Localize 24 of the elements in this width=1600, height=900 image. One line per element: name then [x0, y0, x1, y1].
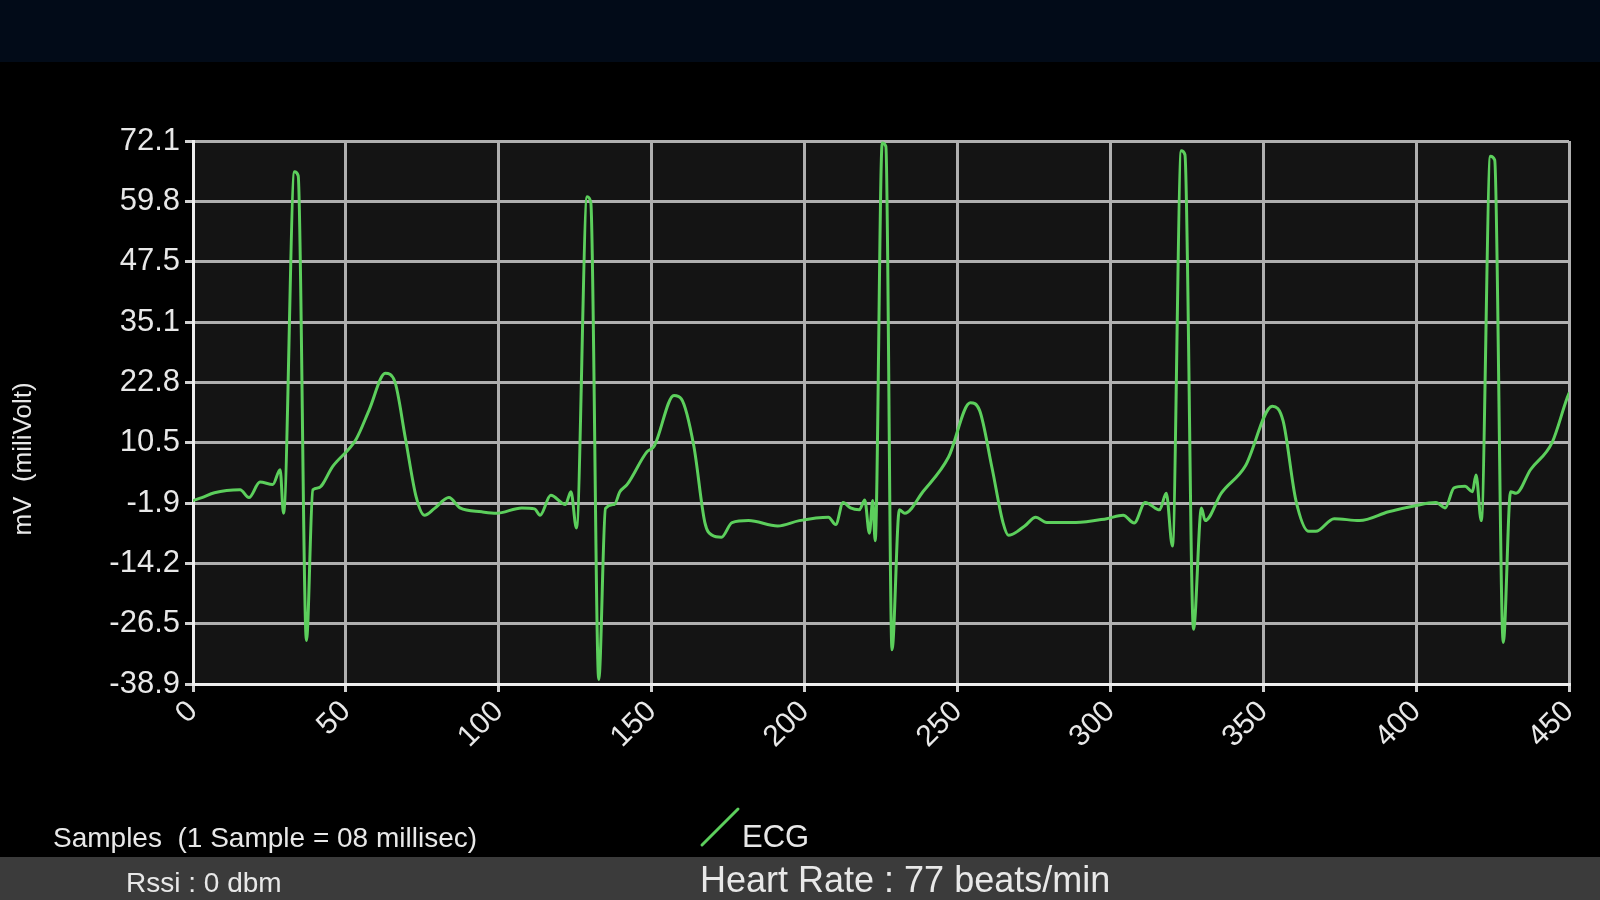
- line-series: [193, 141, 1569, 682]
- y-tick-label: 72.1: [119, 121, 180, 157]
- text: Heart Rate : 77 beats/min: [700, 859, 1111, 900]
- x-tick-label: 50: [309, 693, 356, 741]
- text: Rssi : 0 dbm: [126, 867, 282, 898]
- y-tick-label: 47.5: [119, 241, 180, 277]
- y-tick-label: 59.8: [119, 181, 180, 217]
- y-tick-label: -1.9: [126, 483, 180, 519]
- y-tick-label: 22.8: [119, 362, 180, 398]
- x-tick-label: 450: [1520, 693, 1580, 753]
- x-tick-label: 300: [1061, 693, 1121, 753]
- x-tick-label: 200: [755, 693, 815, 753]
- x-tick-label: 350: [1214, 693, 1274, 753]
- x-tick-label: 250: [908, 693, 968, 753]
- x-tick-label: 150: [603, 693, 662, 753]
- y-tick-label: -14.2: [109, 543, 180, 579]
- y-tick-label: -26.5: [109, 603, 180, 639]
- x-axis-title: Samples (1 Sample = 08 millisec): [53, 822, 478, 853]
- y-tick-label: 10.5: [119, 422, 180, 458]
- x-tick-label: 400: [1367, 693, 1427, 753]
- legend-label: ECG: [742, 819, 810, 854]
- x-tick-label: 100: [450, 693, 509, 753]
- y-tick-label: 35.1: [119, 302, 180, 338]
- y-axis-title: mV (miliVolt): [7, 382, 38, 536]
